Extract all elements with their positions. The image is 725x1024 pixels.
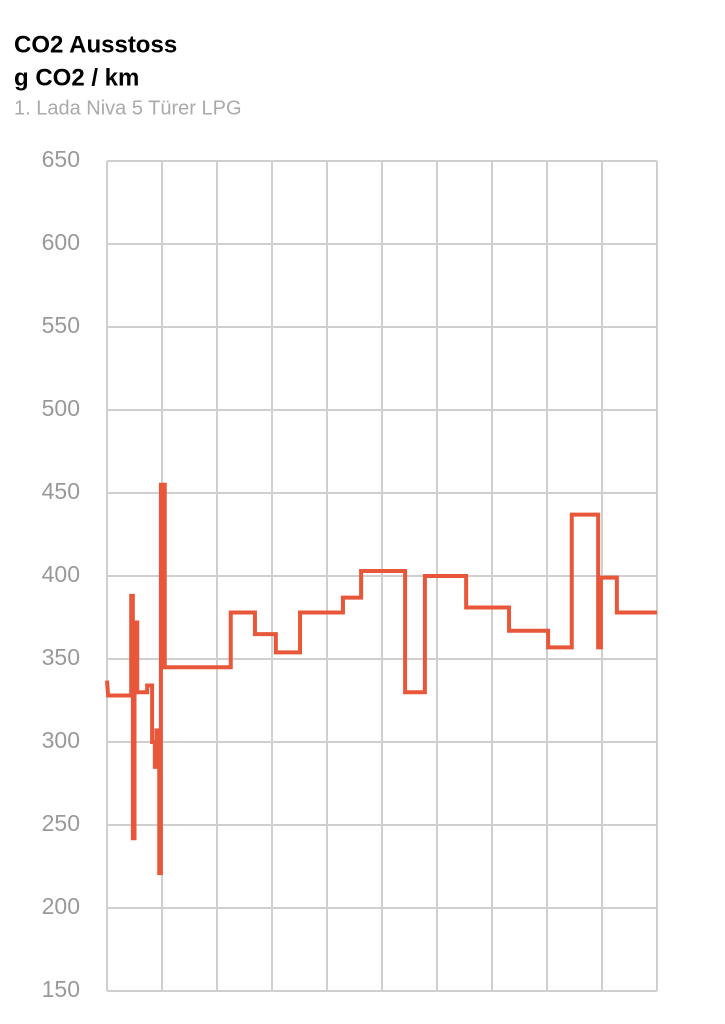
data-line <box>105 482 657 876</box>
y-tick-label: 300 <box>42 727 80 753</box>
y-tick-label: 250 <box>42 810 80 836</box>
y-tick-label: 450 <box>42 478 80 504</box>
y-tick-label: 150 <box>42 976 80 1002</box>
y-tick-label: 350 <box>42 644 80 670</box>
y-tick-label: 650 <box>42 146 80 172</box>
chart-subtitle: 1. Lada Niva 5 Türer LPG <box>14 97 242 119</box>
y-tick-label: 200 <box>42 893 80 919</box>
y-axis-unit: g CO2 / km <box>14 64 139 91</box>
chart-title: CO2 Ausstoss <box>14 31 177 58</box>
y-tick-label: 550 <box>42 312 80 338</box>
y-tick-label: 600 <box>42 229 80 255</box>
y-tick-label: 400 <box>42 561 80 587</box>
y-tick-label: 500 <box>42 395 80 421</box>
